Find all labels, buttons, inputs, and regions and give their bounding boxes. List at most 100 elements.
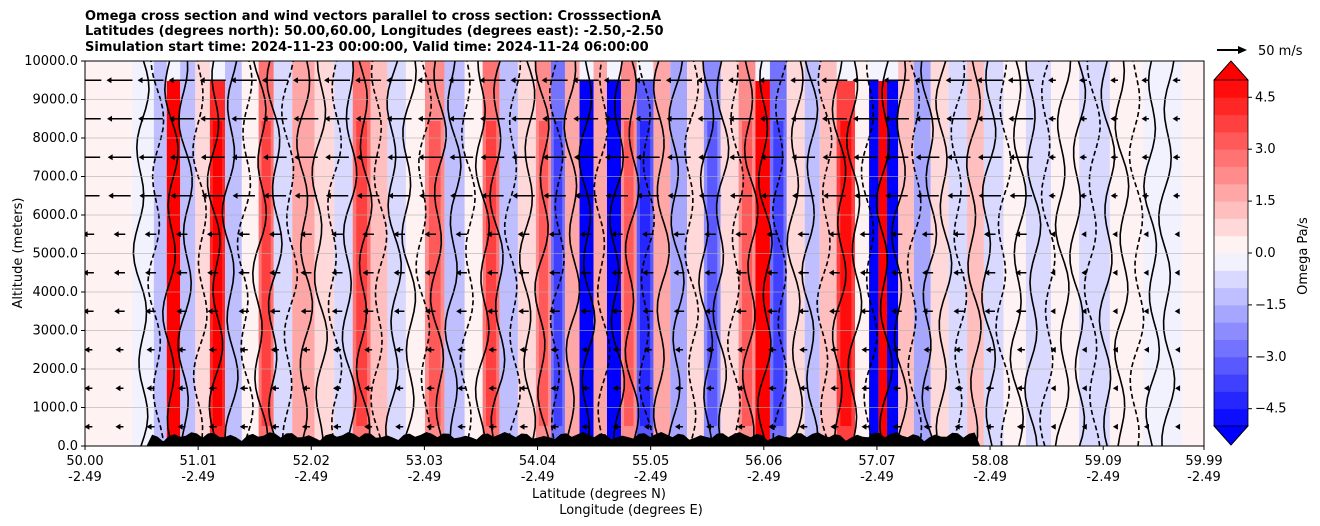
wind-vector-head	[456, 308, 462, 315]
x-tick-label-lon: -2.49	[294, 470, 328, 485]
wind-vector-head	[1048, 77, 1054, 84]
colorbar-segment	[1214, 235, 1248, 254]
wind-vector-head	[822, 154, 828, 161]
wind-vector-head	[517, 231, 523, 238]
wind-vector-head	[106, 77, 112, 84]
wind-vector-head	[735, 308, 741, 315]
wind-vector-head	[364, 423, 370, 430]
wind-vector-head	[208, 423, 214, 430]
wind-vector-head	[821, 115, 827, 122]
wind-vector-head	[1048, 154, 1054, 161]
wind-vector-head	[667, 192, 673, 199]
wind-vector-head	[891, 269, 897, 276]
wind-vector-head	[239, 385, 245, 392]
wind-vector-head	[550, 385, 556, 392]
wind-vector-head	[207, 269, 213, 276]
colorbar-label: Omega Pa/s	[1296, 217, 1311, 295]
wind-vector-head	[1172, 154, 1178, 161]
wind-vector-head	[512, 192, 518, 199]
wind-vector-head	[549, 269, 555, 276]
colorbar-extend-low	[1213, 425, 1249, 446]
wind-vector-head	[1079, 77, 1085, 84]
omega-band-core	[880, 121, 886, 426]
colorbar-segment	[1214, 80, 1248, 98]
wind-vector-head	[263, 154, 269, 161]
wind-vector-head	[479, 77, 485, 84]
wind-vector-head	[301, 423, 307, 430]
wind-vector-head	[519, 423, 525, 430]
wind-vector-head	[333, 346, 339, 353]
wind-vector-head	[1048, 192, 1054, 199]
colorbar-segment	[1214, 356, 1248, 375]
chart-title-line-1: Omega cross section and wind vectors par…	[85, 9, 662, 24]
x-tick-label-lat: 53.03	[406, 454, 443, 469]
y-tick-label: 4000.0	[33, 285, 79, 300]
wind-vector-head	[177, 423, 183, 430]
wind-vector-head	[1016, 385, 1022, 392]
wind-vector-head	[766, 308, 772, 315]
wind-vector-head	[417, 115, 423, 122]
wind-vector-head	[237, 231, 243, 238]
wind-vector-head	[580, 269, 586, 276]
wind-vector-head	[759, 77, 765, 84]
colorbar-tick-label: −3.0	[1255, 350, 1287, 365]
wind-vector-head	[603, 77, 609, 84]
wind-vector-head	[175, 231, 181, 238]
wind-vector-head	[673, 269, 679, 276]
wind-vector-head	[75, 77, 80, 83]
wind-vector-head	[356, 192, 362, 199]
wind-vector-head	[768, 423, 774, 430]
wind-vector-head	[892, 346, 898, 353]
wind-vector-head	[138, 154, 144, 161]
wind-vector-head	[797, 231, 803, 238]
wind-vector-head	[1141, 154, 1147, 161]
wind-vector-head	[362, 231, 368, 238]
wind-vector-head	[892, 385, 898, 392]
wind-vector-head	[885, 192, 891, 199]
wind-vector-head	[115, 423, 121, 430]
wind-vector-head	[480, 154, 486, 161]
omega-band-core	[356, 121, 368, 426]
wind-vector-head	[199, 77, 205, 84]
wind-vector-head	[324, 115, 330, 122]
chart-title-line-2: Latitudes (degrees north): 50.00,60.00, …	[85, 24, 664, 39]
x-tick-label-lon: -2.49	[1187, 470, 1221, 485]
wind-vector-head	[799, 423, 805, 430]
wind-vector-head	[488, 346, 494, 353]
wind-vector-head	[634, 77, 640, 84]
wind-vector-head	[208, 385, 214, 392]
wind-vector-head	[1079, 115, 1085, 122]
wind-vector-head	[200, 154, 206, 161]
wind-vector-head	[207, 308, 213, 315]
wind-vector-head	[449, 154, 455, 161]
wind-vector-head	[830, 385, 836, 392]
x-tick-label-lon: -2.49	[181, 470, 215, 485]
wind-vector-head	[239, 346, 245, 353]
wind-vector-head	[1175, 346, 1181, 353]
wind-vector-head	[735, 231, 741, 238]
wind-vector-head	[828, 269, 834, 276]
colorbar-segment	[1214, 304, 1248, 323]
wind-vector-head	[1143, 308, 1149, 315]
wind-vector-head	[300, 231, 306, 238]
x-tick-label-lat: 54.04	[519, 454, 556, 469]
wind-vector-head	[1081, 231, 1087, 238]
wind-vector-head	[1081, 423, 1087, 430]
colorbar-tick-label: −1.5	[1255, 298, 1287, 313]
colorbar: 4.5 3.0 1.5 0.0 −1.5 −3.0 −4.5	[1213, 60, 1287, 446]
wind-vector-head	[395, 423, 401, 430]
wind-vector-head	[828, 231, 834, 238]
wind-vector-head	[425, 308, 431, 315]
wind-vector-head	[861, 423, 867, 430]
wind-vector-head	[457, 385, 463, 392]
wind-vector-head	[1048, 115, 1054, 122]
wind-vector-head	[269, 269, 275, 276]
y-tick-label: 9000.0	[33, 93, 79, 108]
wind-vector-head	[115, 346, 121, 353]
wind-vector-head	[1172, 77, 1178, 84]
omega-band-core	[758, 121, 768, 426]
terrain-silhouette	[85, 432, 1204, 446]
wind-vector-head	[642, 269, 648, 276]
wind-vector-head	[1143, 346, 1149, 353]
wind-vector-head	[230, 77, 236, 84]
